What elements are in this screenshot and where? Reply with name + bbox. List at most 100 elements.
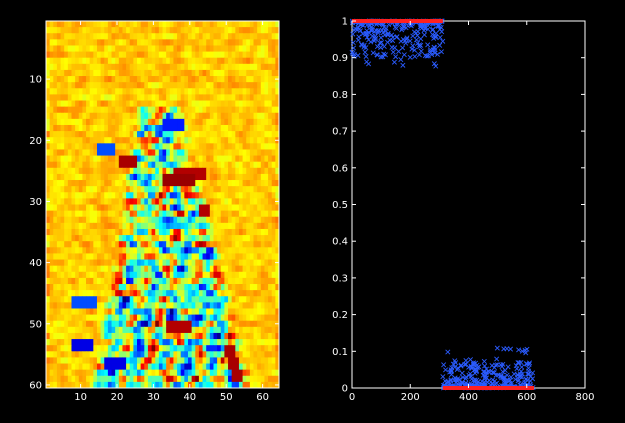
heatmap-cell — [253, 228, 258, 236]
heatmap-cell — [264, 39, 269, 46]
heatmap-cell — [107, 21, 112, 28]
heatmap-cell — [249, 137, 254, 144]
heatmap-cell — [198, 161, 203, 169]
heatmap-cell — [115, 180, 120, 187]
heatmap-cell — [133, 259, 138, 267]
heatmap-cell — [126, 69, 131, 77]
heatmap-cell — [126, 308, 131, 315]
heatmap-cell — [118, 277, 123, 285]
heatmap-cell — [155, 308, 160, 315]
heatmap-cell — [96, 247, 102, 254]
heatmap-cell — [271, 277, 276, 285]
heatmap-cell — [209, 155, 214, 163]
heatmap-cell — [184, 351, 189, 358]
heatmap-cell — [249, 296, 254, 303]
heatmap-cell — [140, 39, 145, 46]
heatmap-cell — [75, 210, 80, 218]
heatmap-cell — [64, 277, 69, 285]
scatter-y-tick-label: 0.8 — [332, 90, 348, 101]
heatmap-cell — [111, 259, 116, 267]
heatmap-cell — [213, 161, 218, 169]
heatmap-cell — [158, 149, 163, 156]
heatmap-cell — [242, 332, 247, 340]
heatmap-cell — [187, 277, 193, 285]
heatmap-cell — [82, 296, 87, 303]
heatmap-cell — [180, 216, 185, 224]
scatter-point — [407, 38, 413, 44]
heatmap-cell — [89, 222, 94, 230]
heatmap-cell — [202, 192, 207, 199]
heatmap-cell — [224, 296, 229, 303]
heatmap-cell — [209, 357, 214, 364]
scatter-point — [530, 376, 536, 382]
heatmap-cell — [224, 192, 229, 199]
heatmap-cell — [228, 143, 233, 150]
heatmap-cell — [235, 167, 240, 175]
heatmap-cell — [180, 186, 185, 193]
heatmap-cell — [271, 39, 276, 46]
heatmap-cell — [118, 320, 123, 328]
heatmap-cell — [140, 27, 145, 34]
heatmap-cell — [147, 45, 152, 52]
heatmap-cell — [224, 167, 229, 175]
heatmap-cell — [111, 265, 116, 273]
heatmap-cell — [100, 216, 105, 224]
heatmap-cell — [82, 369, 87, 377]
heatmap-cell — [202, 375, 207, 383]
heatmap-cell — [129, 332, 134, 340]
heatmap-cell — [67, 124, 72, 132]
heatmap-cell — [169, 314, 174, 322]
scatter-point — [355, 37, 361, 43]
heatmap-cell — [86, 106, 91, 114]
scatter-y-tick-label: 0.3 — [332, 273, 348, 284]
heatmap-cell — [228, 277, 233, 285]
heatmap-cell — [75, 161, 80, 169]
heatmap-cell — [235, 173, 240, 181]
heatmap-cell — [166, 228, 171, 236]
heatmap-cell — [271, 253, 276, 260]
heatmap-cell — [162, 82, 167, 89]
heatmap-cell — [93, 57, 98, 65]
heatmap-cell — [202, 100, 207, 108]
heatmap-cell — [198, 375, 203, 383]
scatter-point — [490, 369, 496, 376]
heatmap-cell — [217, 131, 222, 138]
heatmap-cell — [158, 357, 163, 364]
heatmap-cell — [191, 363, 196, 371]
heatmap-cell — [271, 161, 276, 169]
heatmap-cell — [187, 88, 193, 95]
heatmap-cell — [115, 216, 120, 224]
heatmap-cell — [78, 216, 83, 224]
heatmap-cell — [173, 296, 178, 303]
heatmap-y-tick-label: 50 — [29, 319, 42, 330]
heatmap-cell — [122, 210, 127, 218]
heatmap-cell — [238, 339, 243, 346]
heatmap-cell — [268, 222, 273, 230]
heatmap-cell — [260, 192, 265, 199]
heatmap-cell — [195, 363, 200, 371]
heatmap-cell — [158, 21, 163, 28]
heatmap-cell — [82, 253, 87, 260]
heatmap-cell — [49, 106, 54, 114]
scatter-point — [351, 45, 357, 51]
heatmap-cell — [195, 369, 200, 377]
heatmap-cell — [155, 265, 160, 273]
heatmap-cell — [209, 94, 214, 101]
scatter-point — [355, 52, 361, 58]
heatmap-cell — [162, 167, 167, 175]
heatmap-cell — [253, 112, 258, 120]
heatmap-cell — [64, 345, 69, 352]
heatmap-cell — [275, 167, 280, 175]
heatmap-cell — [53, 332, 58, 340]
heatmap-cell — [158, 82, 163, 89]
heatmap-cell — [169, 210, 174, 218]
scatter-point — [518, 368, 524, 374]
heatmap-cell — [144, 345, 149, 352]
heatmap-cell — [126, 290, 131, 297]
heatmap-cell — [71, 296, 76, 303]
heatmap-cell — [166, 39, 171, 46]
heatmap-cell — [206, 124, 211, 132]
heatmap-cell — [56, 265, 61, 273]
heatmap-cell — [67, 100, 72, 108]
heatmap-cell — [246, 137, 251, 144]
